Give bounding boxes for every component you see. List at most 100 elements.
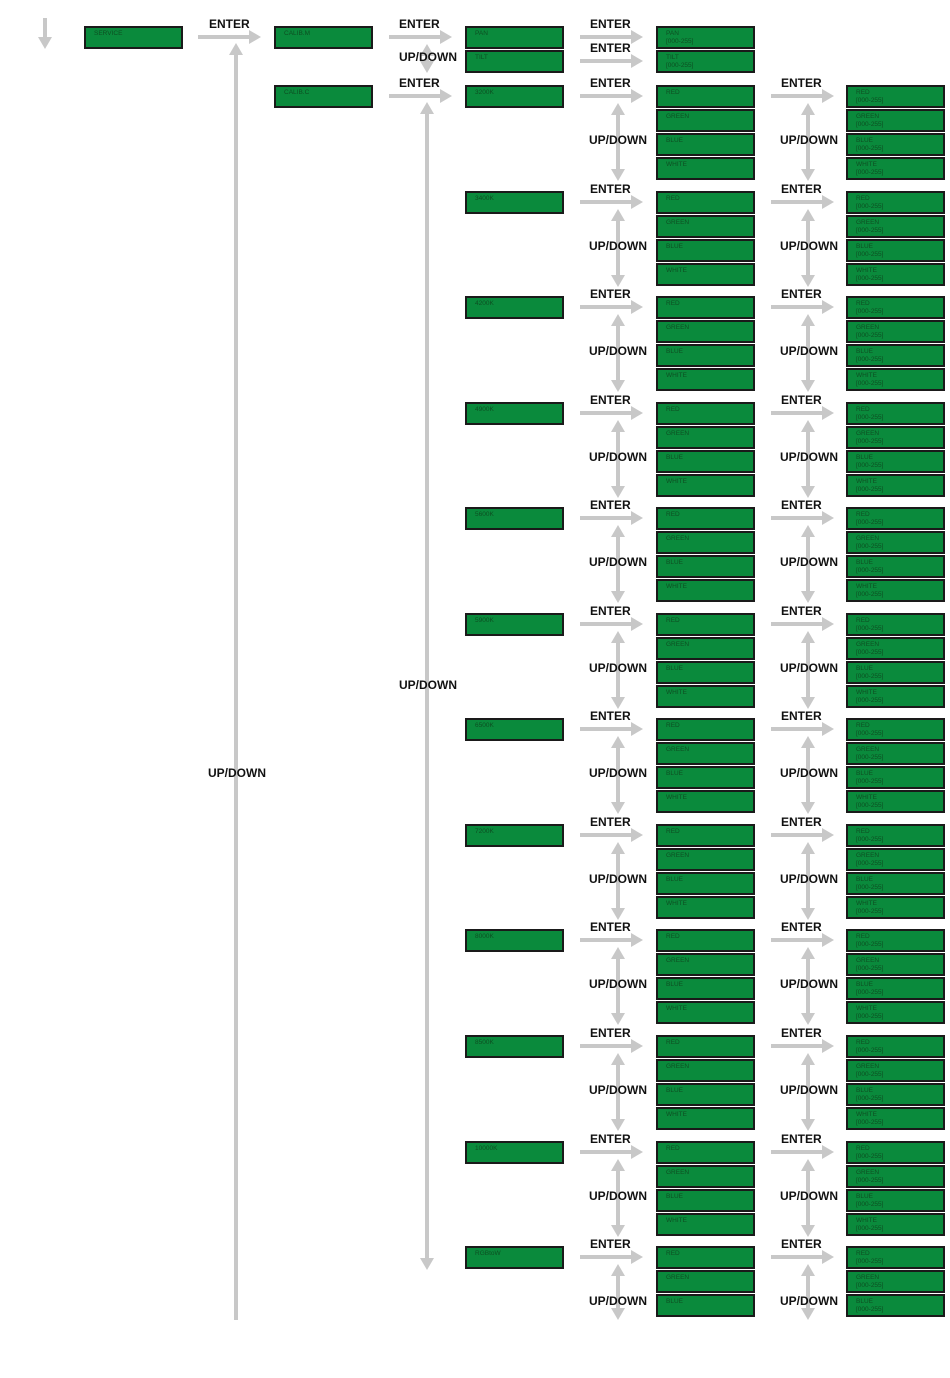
- box-channel-3200k-white-text: WHITE: [666, 161, 687, 168]
- label-enter-temp-6500k: ENTER: [590, 709, 631, 723]
- arrow-values-updown-10000k-shaft: [806, 1171, 810, 1225]
- arrow-channels-updown-8000k-down-head: [611, 1013, 625, 1025]
- box-channel-5600k-green-text: GREEN: [666, 535, 690, 542]
- box-temp-7200k-text: 7200K: [475, 828, 494, 835]
- box-tilt-value-text: TILT [000-255]: [666, 54, 694, 69]
- box-channel-7200k-blue: BLUE: [656, 872, 755, 895]
- box-value-4200k-red-text: RED [000-255]: [856, 300, 884, 315]
- box-temp-5900k-text: 5900K: [475, 617, 494, 624]
- arrow-service-enter-head: [249, 30, 261, 44]
- arrow-values-updown-4900k-down-head: [801, 486, 815, 498]
- label-updown-values-10000k: UP/DOWN: [780, 1189, 838, 1203]
- box-channel-8000k-green-text: GREEN: [666, 957, 690, 964]
- arrow-channels-updown-8500k-down-head: [611, 1119, 625, 1131]
- arrow-channels-updown-10000k-shaft: [616, 1171, 620, 1225]
- box-channel-3200k-blue: BLUE: [656, 133, 755, 156]
- arrow-values-updown-4900k-up-head: [801, 420, 815, 432]
- box-value-10000k-blue: BLUE [000-255]: [846, 1189, 945, 1212]
- box-channel-5900k-red: RED: [656, 613, 755, 636]
- arrow-temp-enter-10000k-shaft: [580, 1150, 633, 1154]
- box-value-8500k-red-text: RED [000-255]: [856, 1039, 884, 1054]
- box-channel-4900k-blue-text: BLUE: [666, 454, 683, 461]
- box-channel-6500k-white: WHITE: [656, 790, 755, 813]
- box-channel-10000k-white: WHITE: [656, 1213, 755, 1236]
- box-channel-6500k-blue: BLUE: [656, 766, 755, 789]
- box-value-5900k-blue: BLUE [000-255]: [846, 661, 945, 684]
- arrow-channel-enter-rgbtow-head: [822, 1250, 834, 1264]
- box-value-3200k-green-text: GREEN [000-255]: [856, 113, 884, 128]
- box-channel-4200k-green: GREEN: [656, 320, 755, 343]
- box-value-3400k-green: GREEN [000-255]: [846, 215, 945, 238]
- box-value-10000k-green-text: GREEN [000-255]: [856, 1169, 884, 1184]
- label-enter-temp-3200k: ENTER: [590, 76, 631, 90]
- arrow-temp-enter-8000k-head: [631, 933, 643, 947]
- box-channel-8500k-white: WHITE: [656, 1107, 755, 1130]
- arrow-channel-enter-8500k-head: [822, 1039, 834, 1053]
- arrow-channel-enter-3400k-head: [822, 195, 834, 209]
- box-channel-7200k-green-text: GREEN: [666, 852, 690, 859]
- arrow-channel-enter-7200k-shaft: [771, 833, 824, 837]
- arrow-values-updown-4900k-shaft: [806, 432, 810, 486]
- box-value-8500k-blue: BLUE [000-255]: [846, 1083, 945, 1106]
- box-channel-8000k-red-text: RED: [666, 933, 680, 940]
- box-value-5900k-green: GREEN [000-255]: [846, 637, 945, 660]
- box-channel-4900k-green: GREEN: [656, 426, 755, 449]
- box-channel-4200k-white-text: WHITE: [666, 372, 687, 379]
- box-value-8000k-blue-text: BLUE [000-255]: [856, 981, 884, 996]
- label-enter-pan: ENTER: [590, 17, 631, 31]
- label-updown-values-8000k: UP/DOWN: [780, 977, 838, 991]
- arrow-temp-enter-6500k-shaft: [580, 727, 633, 731]
- box-channel-3400k-red-text: RED: [666, 195, 680, 202]
- arrow-channels-updown-7200k-down-head: [611, 908, 625, 920]
- box-channel-6500k-red-text: RED: [666, 722, 680, 729]
- box-channel-3400k-green-text: GREEN: [666, 219, 690, 226]
- arrow-values-updown-4200k-shaft: [806, 326, 810, 380]
- box-value-5600k-blue-text: BLUE [000-255]: [856, 559, 884, 574]
- box-channel-3200k-green-text: GREEN: [666, 113, 690, 120]
- box-channel-3200k-green: GREEN: [656, 109, 755, 132]
- box-value-8500k-red: RED [000-255]: [846, 1035, 945, 1058]
- arrow-channel-enter-3200k-shaft: [771, 94, 824, 98]
- box-temp-5600k-text: 5600K: [475, 511, 494, 518]
- arrow-channel-enter-7200k-head: [822, 828, 834, 842]
- box-channel-10000k-green-text: GREEN: [666, 1169, 690, 1176]
- label-enter-channel-7200k: ENTER: [781, 815, 822, 829]
- box-value-5600k-white: WHITE [000-255]: [846, 579, 945, 602]
- box-temp-5600k: 5600K: [465, 507, 564, 530]
- box-channel-4900k-white-text: WHITE: [666, 478, 687, 485]
- arrow-calibm-enter-head: [440, 30, 452, 44]
- box-channel-8500k-green-text: GREEN: [666, 1063, 690, 1070]
- box-value-5900k-green-text: GREEN [000-255]: [856, 641, 884, 656]
- label-enter-temp-5900k: ENTER: [590, 604, 631, 618]
- arrow-values-updown-3200k-shaft: [806, 115, 810, 169]
- arrow-pantilt-updown-up-head: [420, 44, 434, 56]
- box-temp-rgbtow: RGBtoW: [465, 1246, 564, 1269]
- box-channel-7200k-red-text: RED: [666, 828, 680, 835]
- label-updown-values-7200k: UP/DOWN: [780, 872, 838, 886]
- label-enter-channel-3200k: ENTER: [781, 76, 822, 90]
- box-channel-3400k-red: RED: [656, 191, 755, 214]
- box-value-6500k-red-text: RED [000-255]: [856, 722, 884, 737]
- box-temp-6500k: 6500K: [465, 718, 564, 741]
- label-updown-channels-3200k: UP/DOWN: [589, 133, 647, 147]
- arrow-channel-enter-4200k-shaft: [771, 305, 824, 309]
- box-channel-3200k-red: RED: [656, 85, 755, 108]
- arrow-channel-enter-4900k-shaft: [771, 411, 824, 415]
- arrow-values-updown-3400k-up-head: [801, 209, 815, 221]
- box-temp-4200k-text: 4200K: [475, 300, 494, 307]
- box-value-6500k-green-text: GREEN [000-255]: [856, 746, 884, 761]
- label-enter-tilt: ENTER: [590, 41, 631, 55]
- arrow-tilt-enter-head: [631, 54, 643, 68]
- arrow-channel-enter-8000k-head: [822, 933, 834, 947]
- arrow-temp-enter-8500k-head: [631, 1039, 643, 1053]
- arrow-channel-enter-8000k-shaft: [771, 938, 824, 942]
- box-channel-6500k-green: GREEN: [656, 742, 755, 765]
- label-enter-channel-5900k: ENTER: [781, 604, 822, 618]
- box-value-8500k-blue-text: BLUE [000-255]: [856, 1087, 884, 1102]
- label-updown-channels-7200k: UP/DOWN: [589, 872, 647, 886]
- label-updown-values-3200k: UP/DOWN: [780, 133, 838, 147]
- box-value-8000k-red-text: RED [000-255]: [856, 933, 884, 948]
- label-updown-channels-5600k: UP/DOWN: [589, 555, 647, 569]
- box-service-text: SERVICE: [94, 30, 123, 37]
- label-updown-channels-10000k: UP/DOWN: [589, 1189, 647, 1203]
